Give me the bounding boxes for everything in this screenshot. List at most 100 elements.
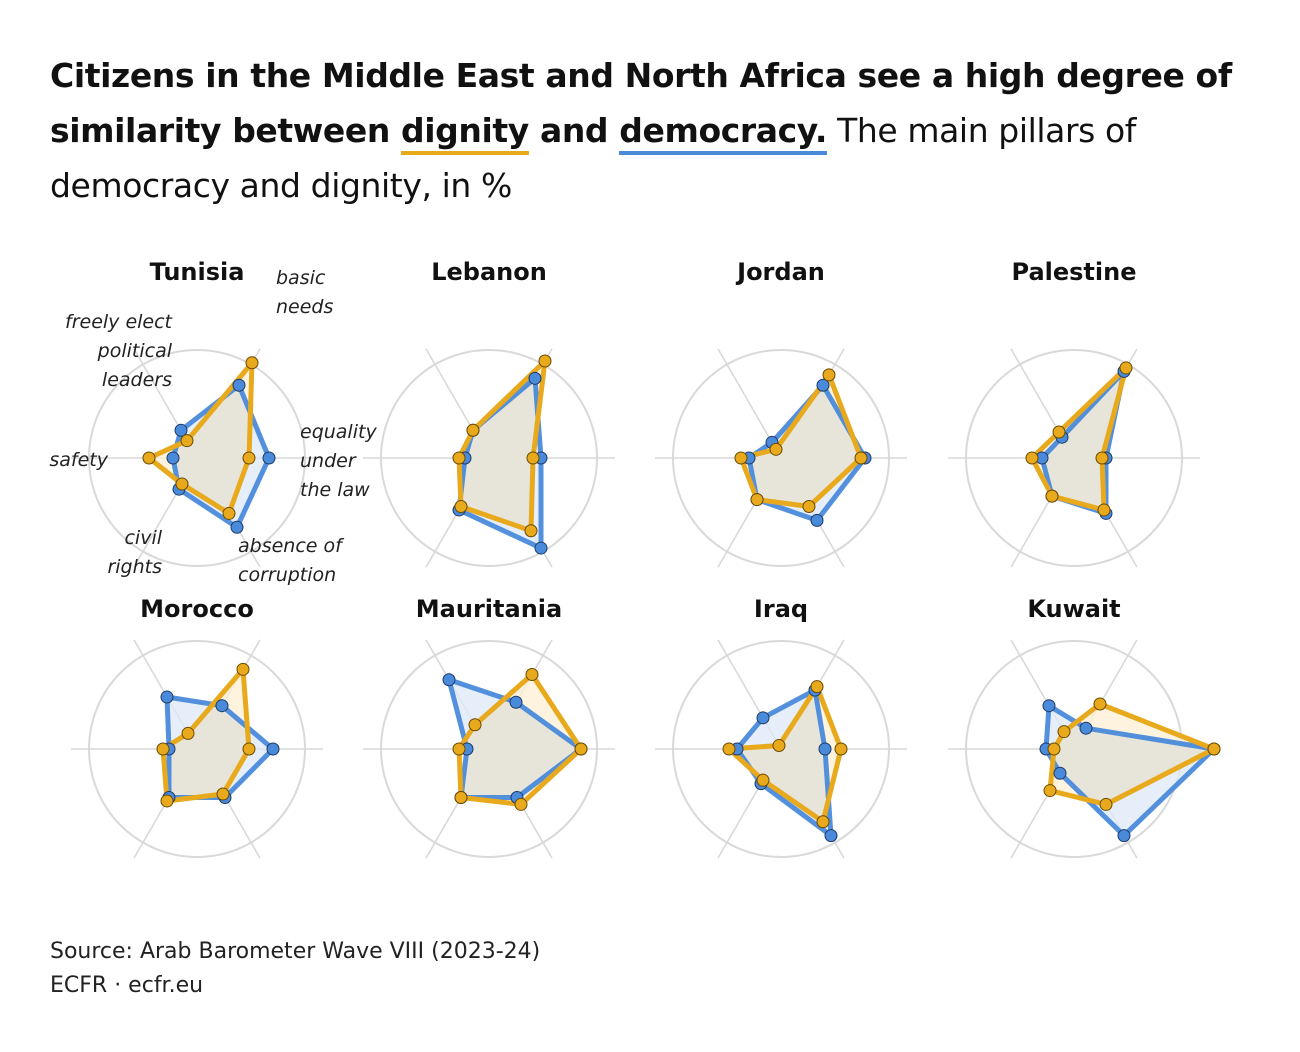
democracy-key: democracy. xyxy=(619,111,827,155)
axis-label-line: corruption xyxy=(238,564,336,586)
overlap-area xyxy=(749,385,861,507)
panel-title: Iraq xyxy=(754,595,808,623)
dignity-point xyxy=(216,787,230,801)
panel-kuwait: Kuwait xyxy=(948,595,1221,859)
dignity-point xyxy=(574,742,588,756)
dignity-point xyxy=(1093,697,1107,711)
headline-bold: Citizens in the Middle East and North Af… xyxy=(50,56,1232,155)
dignity-point xyxy=(142,451,156,465)
democracy-point xyxy=(1079,721,1093,735)
dignity-point xyxy=(834,742,848,756)
democracy-point xyxy=(534,541,548,555)
dignity-point xyxy=(452,451,466,465)
panel-title: Mauritania xyxy=(416,595,562,623)
dignity-point xyxy=(514,797,528,811)
dignity-point xyxy=(1119,361,1133,375)
dignity-point xyxy=(734,451,748,465)
dignity-point xyxy=(1045,489,1059,503)
dignity-point xyxy=(1097,503,1111,517)
axis-label-line: rights xyxy=(107,556,162,578)
headline-and: and xyxy=(528,111,620,150)
axis-label-line: civil xyxy=(124,527,162,549)
axis-label-line: absence of xyxy=(238,535,345,557)
dignity-point xyxy=(524,524,538,538)
dignity-point xyxy=(1099,797,1113,811)
dignity-point xyxy=(181,726,195,740)
dignity-point xyxy=(538,354,552,368)
democracy-point xyxy=(509,695,523,709)
panel-title: Palestine xyxy=(1012,258,1137,286)
democracy-point xyxy=(824,829,838,843)
dignity-point xyxy=(854,451,868,465)
dignity-point xyxy=(180,434,194,448)
headline-part1: Citizens in the Middle East and North Af… xyxy=(50,56,1232,150)
dignity-point xyxy=(1043,784,1057,798)
dignity-point xyxy=(245,356,259,370)
dignity-point xyxy=(468,718,482,732)
overlap-area xyxy=(737,690,831,822)
panel-morocco: Morocco xyxy=(71,595,323,859)
axis-label-line: needs xyxy=(276,296,333,318)
democracy-point xyxy=(442,673,456,687)
panel-title: Jordan xyxy=(735,258,825,286)
panel-tunisia: Tunisia xyxy=(71,258,323,568)
axis-label: civil rights xyxy=(107,527,162,578)
axis-label-line: freely elect xyxy=(65,311,174,333)
headline-subtitle: The main pillars of democracy and dignit… xyxy=(50,111,1137,205)
axis-label-line: equality xyxy=(300,421,377,443)
axis-label-line: under xyxy=(300,450,357,472)
dignity-point xyxy=(454,790,468,804)
dignity-point xyxy=(242,742,256,756)
dignity-point xyxy=(466,423,480,437)
headline: Citizens in the Middle East and North Af… xyxy=(50,48,1250,213)
dignity-point xyxy=(1057,725,1071,739)
footer: Source: Arab Barometer Wave VIII (2023-2… xyxy=(50,935,540,1003)
axis-label-line: the law xyxy=(300,479,370,501)
democracy-point xyxy=(1053,766,1067,780)
panel-jordan: Jordan xyxy=(655,258,907,568)
democracy-point xyxy=(528,371,542,385)
axis-label-line: safety xyxy=(49,449,108,471)
dignity-point xyxy=(156,742,170,756)
axis-label: equality under the law xyxy=(300,421,377,501)
dignity-point xyxy=(160,794,174,808)
panel-palestine: Palestine xyxy=(948,258,1200,568)
overlap-area xyxy=(459,378,541,531)
axis-labels: basic needs equality under the law absence of… xyxy=(49,267,377,586)
dignity-point xyxy=(722,742,736,756)
panel-title: Tunisia xyxy=(150,258,245,286)
dignity-point xyxy=(750,493,764,507)
dignity-point xyxy=(242,451,256,465)
democracy-point xyxy=(810,513,824,527)
dignity-point xyxy=(810,680,824,694)
dignity-point xyxy=(802,499,816,513)
dignity-point xyxy=(222,506,236,520)
democracy-point xyxy=(232,378,246,392)
democracy-point xyxy=(1042,699,1056,713)
axis-label-line: political xyxy=(97,340,173,362)
dignity-point xyxy=(525,668,539,682)
dignity-point xyxy=(1052,425,1066,439)
dignity-point xyxy=(822,368,836,382)
democracy-point xyxy=(174,423,188,437)
dignity-point xyxy=(769,442,783,456)
axis-label: freely elect political leaders xyxy=(65,311,174,391)
dignity-point xyxy=(1047,742,1061,756)
source-note: Source: Arab Barometer Wave VIII (2023-2… xyxy=(50,939,541,964)
credit-note: ECFR · ecfr.eu xyxy=(50,973,204,998)
dignity-key: dignity xyxy=(401,111,529,155)
democracy-point xyxy=(816,378,830,392)
dignity-point xyxy=(454,499,468,513)
dignity-point xyxy=(772,739,786,753)
democracy-point xyxy=(1117,829,1131,843)
panel-title: Lebanon xyxy=(431,258,547,286)
axis-label: safety xyxy=(49,449,108,471)
dignity-point xyxy=(756,773,770,787)
dignity-point xyxy=(816,815,830,829)
axis-label-line: leaders xyxy=(102,369,172,391)
democracy-point xyxy=(266,742,280,756)
dignity-point xyxy=(452,742,466,756)
democracy-point xyxy=(166,451,180,465)
panel-title: Kuwait xyxy=(1027,595,1120,623)
